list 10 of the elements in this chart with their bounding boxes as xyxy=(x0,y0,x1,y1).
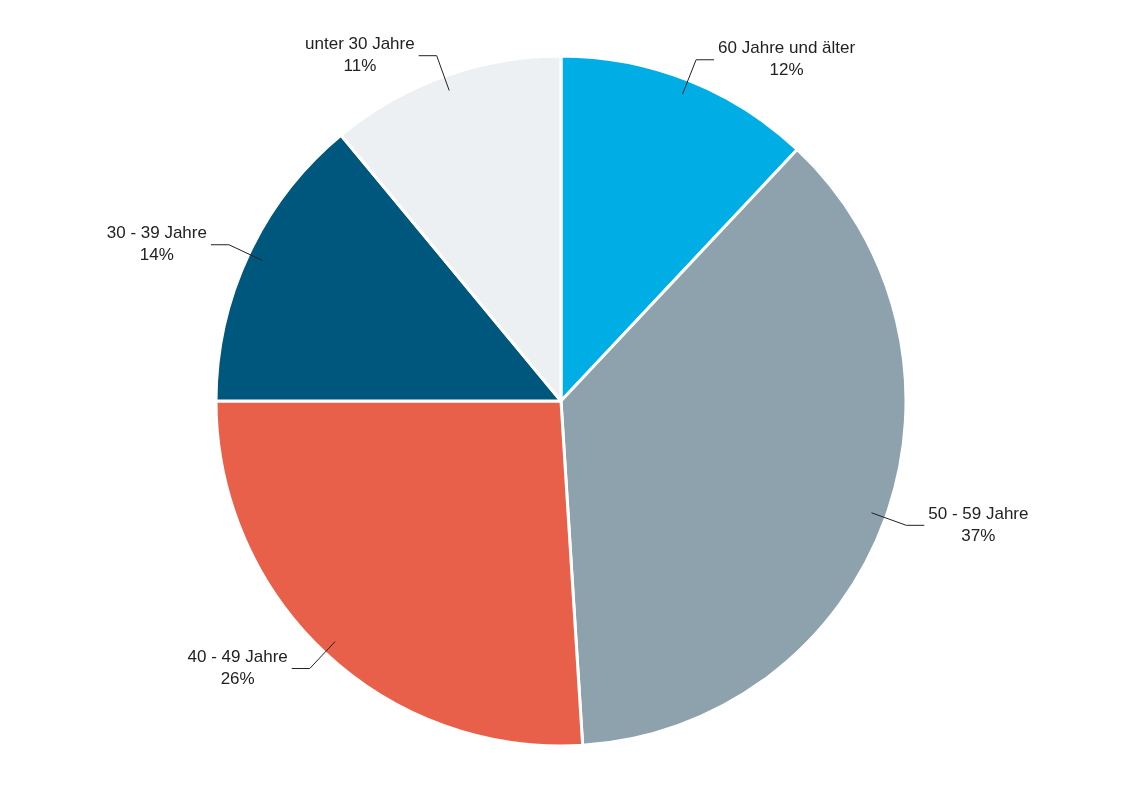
data-label: 37% xyxy=(961,526,996,545)
data-label: 26% xyxy=(220,669,255,689)
data-label: 11% xyxy=(343,56,377,76)
data-label: 14% xyxy=(139,245,174,265)
data-label: 12% xyxy=(769,60,804,80)
slice-label: unter 30 Jahre xyxy=(305,34,415,54)
slice-label: 60 Jahre und älter xyxy=(718,38,856,58)
slice-label: 50 - 59 Jahre xyxy=(928,504,1029,523)
slice-label: 40 - 49 Jahre xyxy=(187,647,288,667)
slice-label: 30 - 39 Jahre xyxy=(106,223,207,243)
